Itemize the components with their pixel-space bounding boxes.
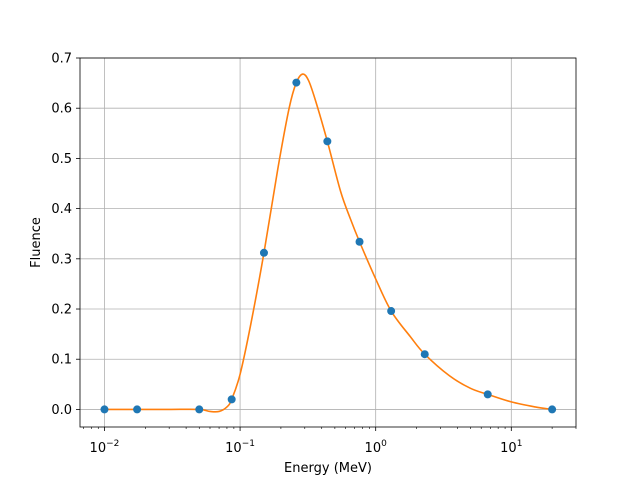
data-point <box>420 350 429 359</box>
y-axis: 0.0 0.1 0.2 0.3 0.4 0.5 0.6 0.7 <box>51 52 80 418</box>
x-axis-label: Energy (MeV) <box>284 461 372 476</box>
data-point <box>387 307 396 316</box>
x-tick-label: 10−1 <box>225 439 255 456</box>
data-point <box>548 405 557 414</box>
x-tick-base: 10 <box>500 441 517 456</box>
data-points-layer <box>100 78 557 414</box>
data-point <box>259 248 268 257</box>
x-tick-label: 10−2 <box>90 439 120 456</box>
y-tick-label: 0.5 <box>51 152 72 167</box>
plot-background <box>80 58 576 427</box>
fit-curve-layer <box>104 73 553 413</box>
fit-curve <box>104 73 553 413</box>
y-tick-label: 0.2 <box>51 303 72 318</box>
data-point <box>195 405 204 414</box>
x-tick-exponent: −1 <box>242 439 255 449</box>
x-tick-exponent: −2 <box>106 439 119 449</box>
x-tick-exponent: 1 <box>517 439 523 449</box>
y-tick-label: 0.1 <box>51 353 72 368</box>
data-point <box>100 405 109 414</box>
y-tick-label: 0.7 <box>51 52 72 67</box>
x-tick-exponent: 0 <box>381 439 387 449</box>
x-tick-base: 10 <box>225 441 242 456</box>
data-point <box>483 390 492 399</box>
y-tick-label: 0.3 <box>51 252 72 267</box>
y-tick-label: 0.0 <box>51 403 72 418</box>
x-axis: 10−2 10−1 100 101 <box>83 427 577 456</box>
plot-frame <box>79 57 577 428</box>
x-tick-base: 10 <box>90 441 107 456</box>
y-tick-label: 0.6 <box>51 102 72 117</box>
y-axis-label: Fluence <box>29 217 44 268</box>
x-tick-base: 10 <box>365 441 382 456</box>
data-point <box>323 137 332 146</box>
x-tick-label: 101 <box>500 439 522 456</box>
data-point <box>292 78 301 87</box>
data-point <box>355 237 364 246</box>
data-point <box>227 395 236 404</box>
y-tick-label: 0.4 <box>51 202 72 217</box>
x-tick-label: 100 <box>365 439 388 456</box>
data-point <box>133 405 142 414</box>
